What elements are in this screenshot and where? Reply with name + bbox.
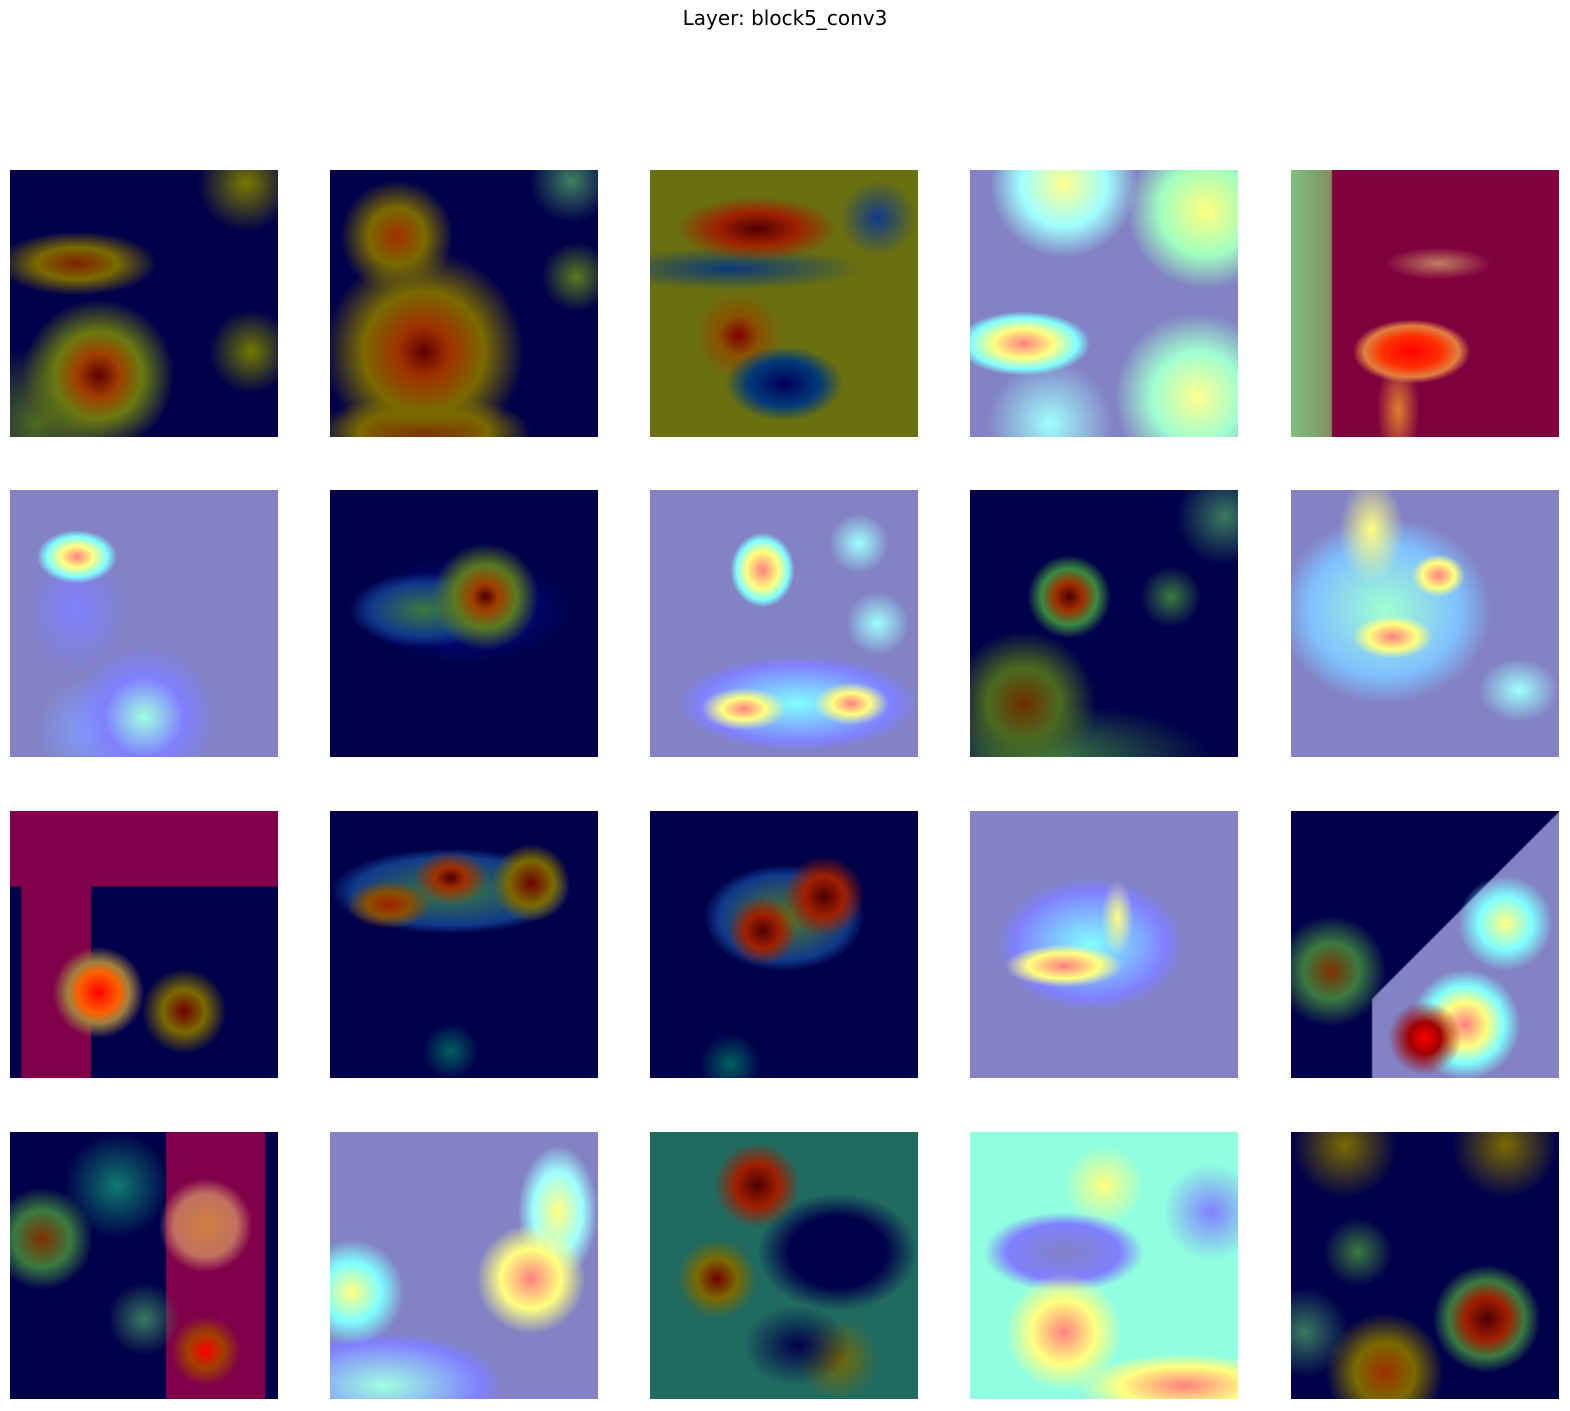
heatmap-panel bbox=[10, 1132, 278, 1399]
heatmap-panel bbox=[330, 490, 598, 757]
heatmap-panel bbox=[650, 170, 918, 437]
heatmap-panel bbox=[1291, 490, 1559, 757]
heatmap-panel bbox=[330, 170, 598, 437]
heatmap-panel bbox=[970, 490, 1238, 757]
heatmap-panel bbox=[1291, 1132, 1559, 1399]
heatmap-panel bbox=[970, 811, 1238, 1078]
heatmap-panel bbox=[650, 811, 918, 1078]
heatmap-panel bbox=[10, 811, 278, 1078]
heatmap-panel bbox=[650, 1132, 918, 1399]
heatmap-panel bbox=[1291, 811, 1559, 1078]
heatmap-panel bbox=[970, 170, 1238, 437]
heatmap-panel bbox=[10, 170, 278, 437]
figure-title: Layer: block5_conv3 bbox=[682, 6, 888, 30]
heatmap-panel bbox=[650, 490, 918, 757]
heatmap-panel bbox=[970, 1132, 1238, 1399]
heatmap-panel bbox=[1291, 170, 1559, 437]
heatmap-panel bbox=[330, 1132, 598, 1399]
heatmap-panel bbox=[330, 811, 598, 1078]
heatmap-panel bbox=[10, 490, 278, 757]
